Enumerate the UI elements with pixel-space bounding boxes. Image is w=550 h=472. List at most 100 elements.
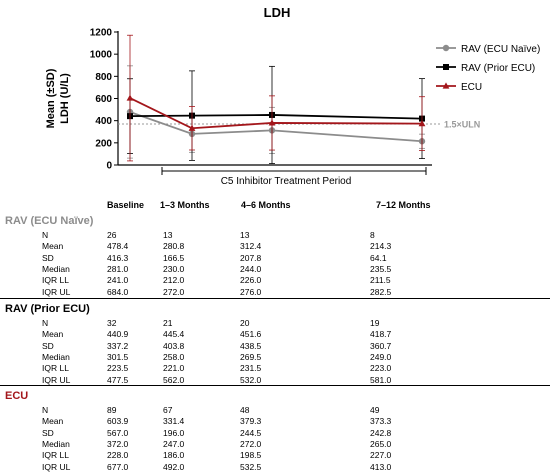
table-cell: 212.0 bbox=[163, 275, 185, 286]
data-point bbox=[126, 94, 134, 101]
table-cell: 567.0 bbox=[107, 427, 129, 438]
row-label: SD bbox=[42, 427, 54, 438]
table-cell: 373.3 bbox=[370, 416, 392, 427]
table-cell: 242.8 bbox=[370, 427, 392, 438]
row-label: Median bbox=[42, 263, 70, 274]
row-label: IQR LL bbox=[42, 450, 69, 461]
table-cell: 440.9 bbox=[107, 329, 129, 340]
table-cell: 26 bbox=[107, 230, 117, 240]
row-label: IQR UL bbox=[42, 374, 71, 385]
table-cell: 445.4 bbox=[163, 329, 185, 340]
group-divider bbox=[0, 298, 550, 299]
table-cell: 32 bbox=[107, 318, 117, 328]
table-cell: 379.3 bbox=[240, 416, 262, 427]
table-cell: 221.0 bbox=[163, 363, 185, 374]
row-label: Mean bbox=[42, 241, 64, 252]
table-cell: 244.5 bbox=[240, 427, 262, 438]
row-label: Median bbox=[42, 351, 70, 362]
group-divider bbox=[0, 385, 550, 386]
table-cell: 418.7 bbox=[370, 329, 392, 340]
table-cell: 230.0 bbox=[163, 263, 185, 274]
table-cell: 64.1 bbox=[370, 252, 387, 263]
table-cell: 49 bbox=[370, 405, 380, 415]
column-header: 7–12 Months bbox=[376, 200, 431, 210]
ldh-chart: LDH Mean (±SD) LDH (U/L) 0 200 400 600 800 1000 1… bbox=[45, 5, 540, 187]
table-cell: 228.0 bbox=[107, 450, 129, 461]
table-cell: 244.0 bbox=[240, 263, 262, 274]
table-cell: 196.0 bbox=[163, 427, 185, 438]
row-label: IQR LL bbox=[42, 363, 69, 374]
row-label: IQR UL bbox=[42, 461, 71, 472]
table-cell: 360.7 bbox=[370, 340, 392, 351]
table-cell: 21 bbox=[163, 318, 173, 328]
legend-marker bbox=[442, 44, 450, 52]
table-cell: 8 bbox=[370, 230, 375, 240]
table-cell: 166.5 bbox=[163, 252, 185, 263]
table-cell: 231.5 bbox=[240, 363, 262, 374]
data-point bbox=[188, 124, 196, 131]
table-cell: 207.8 bbox=[240, 252, 262, 263]
table-cell: 89 bbox=[107, 405, 117, 415]
legend-label: ECU bbox=[461, 82, 482, 93]
row-label: IQR LL bbox=[42, 275, 69, 286]
table-cell: 337.2 bbox=[107, 340, 129, 351]
table-cell: 19 bbox=[370, 318, 380, 328]
y-axis-label-line1: Mean (±SD) bbox=[45, 68, 57, 128]
table-cell: 247.0 bbox=[163, 438, 185, 449]
table-cell: 235.5 bbox=[370, 263, 392, 274]
y-tick-label: 600 bbox=[95, 94, 112, 105]
table-cell: 226.0 bbox=[240, 275, 262, 286]
table-cell: 477.5 bbox=[107, 374, 129, 385]
table-cell: 20 bbox=[240, 318, 250, 328]
row-label: Mean bbox=[42, 416, 64, 427]
table-cell: 603.9 bbox=[107, 416, 129, 427]
table-cell: 492.0 bbox=[163, 461, 185, 472]
row-label: SD bbox=[42, 252, 54, 263]
group-title: RAV (ECU Naïve) bbox=[5, 215, 94, 227]
y-tick-label: 1200 bbox=[90, 28, 113, 39]
table-cell: 282.5 bbox=[370, 286, 392, 297]
group-title: ECU bbox=[5, 390, 29, 402]
reference-line-label: 1.5×ULN bbox=[444, 119, 480, 129]
table-cell: 451.6 bbox=[240, 329, 262, 340]
table-cell: 186.0 bbox=[163, 450, 185, 461]
table-cell: 67 bbox=[163, 405, 173, 415]
table-cell: 223.5 bbox=[107, 363, 129, 374]
y-tick-label: 400 bbox=[95, 116, 112, 127]
table-cell: 416.3 bbox=[107, 252, 129, 263]
table-cell: 331.4 bbox=[163, 416, 185, 427]
table-cell: 258.0 bbox=[163, 351, 185, 362]
table-cell: 532.5 bbox=[240, 461, 262, 472]
y-tick-label: 1000 bbox=[90, 50, 113, 61]
legend-label: RAV (ECU Naïve) bbox=[461, 44, 540, 55]
y-tick-label: 200 bbox=[95, 138, 112, 149]
table-cell: 281.0 bbox=[107, 263, 129, 274]
table-cell: 13 bbox=[163, 230, 173, 240]
table-cell: 677.0 bbox=[107, 461, 129, 472]
table-cell: 272.0 bbox=[163, 286, 185, 297]
data-point bbox=[268, 119, 276, 126]
row-label: SD bbox=[42, 340, 54, 351]
group-title: RAV (Prior ECU) bbox=[5, 303, 90, 315]
table-cell: 312.4 bbox=[240, 241, 262, 252]
table-cell: 562.0 bbox=[163, 374, 185, 385]
legend-marker bbox=[442, 82, 450, 89]
table-cell: 301.5 bbox=[107, 351, 129, 362]
table-cell: 198.5 bbox=[240, 450, 262, 461]
table-cell: 272.0 bbox=[240, 438, 262, 449]
y-axis-label: Mean (±SD) LDH (U/L) bbox=[45, 68, 71, 128]
column-header: 4–6 Months bbox=[241, 200, 291, 210]
table-cell: 227.0 bbox=[370, 450, 392, 461]
table-cell: 269.5 bbox=[240, 351, 262, 362]
row-label: N bbox=[42, 405, 49, 415]
data-point bbox=[418, 120, 426, 127]
y-tick-label: 800 bbox=[95, 72, 112, 83]
table-cell: 684.0 bbox=[107, 286, 129, 297]
table-cell: 372.0 bbox=[107, 438, 129, 449]
legend-label: RAV (Prior ECU) bbox=[461, 63, 535, 74]
row-label: Mean bbox=[42, 329, 64, 340]
chart-title: LDH bbox=[264, 5, 291, 20]
table-cell: 403.8 bbox=[163, 340, 185, 351]
series-line bbox=[129, 111, 423, 143]
